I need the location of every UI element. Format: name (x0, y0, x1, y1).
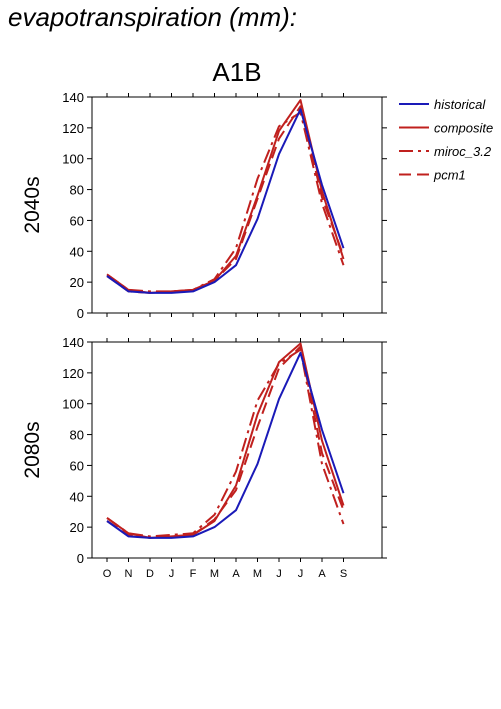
legend: historical composite miroc_3.2 pcm1 (399, 97, 493, 183)
x-tick-label: J (298, 568, 304, 580)
y-tick-label: 80 (70, 428, 84, 443)
x-tick-label: A (318, 568, 326, 580)
y-tick-label: 120 (62, 121, 84, 136)
panel-2040s: 0 20 40 60 80 100 120 140 (62, 90, 387, 321)
y-tick-label: 40 (70, 244, 84, 259)
x-tick-label: M (210, 568, 219, 580)
y-tick-label: 100 (62, 152, 84, 167)
y-tick-label: 60 (70, 458, 84, 473)
x-tick-label: S (340, 568, 347, 580)
x-tick-label: F (190, 568, 197, 580)
y-tick-label: 20 (70, 275, 84, 290)
y-tick-label: 140 (62, 335, 84, 350)
x-tick-label: N (125, 568, 133, 580)
x-tick-label: J (276, 568, 282, 580)
legend-label: historical (434, 97, 486, 112)
x-tick-label: M (253, 568, 262, 580)
x-tick-label: J (169, 568, 175, 580)
y-tick-label: 40 (70, 489, 84, 504)
y-tick-label: 100 (62, 397, 84, 412)
x-tick-label: A (232, 568, 240, 580)
series-line-historical (106, 108, 345, 294)
x-tick-label: O (103, 568, 112, 580)
y-tick-label: 0 (77, 551, 84, 566)
y-tick-label: 0 (77, 306, 84, 321)
plot-frame (91, 341, 383, 559)
y-tick-label: 80 (70, 183, 84, 198)
series-line-historical (106, 351, 345, 539)
scenario-label: A1B (212, 57, 261, 87)
series-line-composite (106, 99, 345, 294)
panel-2080s: 0 20 40 60 80 100 120 140 O N D J F M A M J J A S (62, 335, 387, 580)
row-label-2040s: 2040s (21, 176, 44, 233)
y-tick-label: 120 (62, 366, 84, 381)
series-line-composite (106, 342, 345, 539)
legend-label: composite (434, 121, 493, 136)
legend-label: pcm1 (433, 168, 466, 183)
row-label-2080s: 2080s (21, 421, 44, 478)
y-tick-label: 140 (62, 90, 84, 105)
plot-frame (91, 96, 383, 314)
page-title: evapotranspiration (mm): (8, 2, 297, 32)
y-tick-label: 60 (70, 213, 84, 228)
legend-label: miroc_3.2 (434, 144, 492, 159)
y-tick-label: 20 (70, 520, 84, 535)
x-tick-label: D (146, 568, 154, 580)
